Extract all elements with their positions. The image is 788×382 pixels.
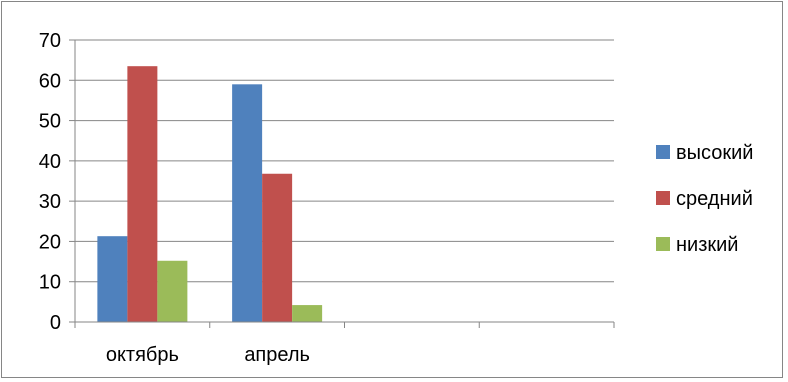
y-tick-labels: 0 10 20 30 40 50 60 70	[39, 30, 61, 334]
bar	[292, 305, 323, 322]
x-tick-labels: октябрь апрель	[106, 344, 310, 366]
bar	[262, 173, 293, 322]
legend-label: средний	[676, 188, 753, 210]
x-tick-label: апрель	[244, 344, 310, 366]
y-tick-label: 70	[39, 30, 61, 52]
bar	[127, 66, 158, 322]
y-tick-label: 10	[39, 272, 61, 294]
legend-swatch	[656, 237, 670, 251]
bar	[157, 260, 188, 322]
y-tick-label: 20	[39, 231, 61, 253]
axes	[69, 39, 615, 328]
legend-swatch	[656, 145, 670, 159]
x-tick-label: октябрь	[106, 344, 179, 366]
bars	[97, 66, 323, 322]
y-tick-label: 40	[39, 151, 61, 173]
y-tick-label: 60	[39, 70, 61, 92]
legend-label: низкий	[676, 234, 738, 256]
bar	[232, 84, 263, 322]
y-tick-label: 0	[50, 312, 61, 334]
legend: высокий средний низкий	[656, 142, 753, 256]
bar	[97, 236, 128, 322]
legend-swatch	[656, 191, 670, 205]
legend-label: высокий	[676, 142, 753, 164]
y-tick-label: 30	[39, 191, 61, 213]
y-tick-label: 50	[39, 111, 61, 133]
